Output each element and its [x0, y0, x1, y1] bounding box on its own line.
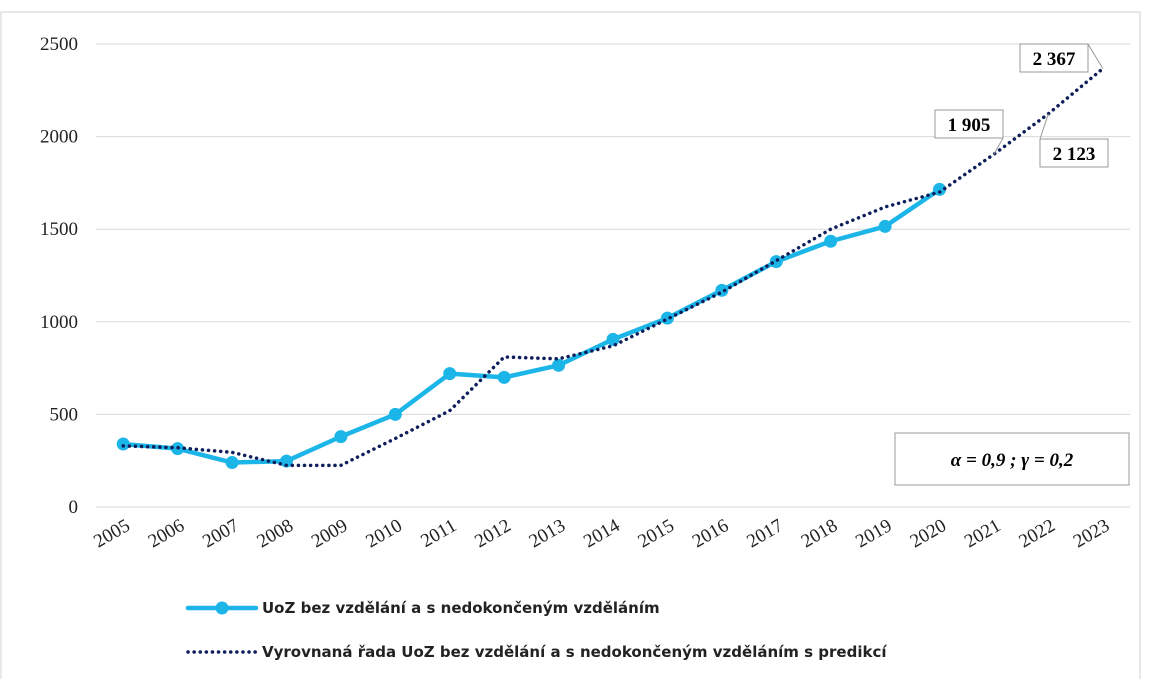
point	[388, 407, 402, 421]
y-tick-label: 500	[50, 404, 79, 425]
annotation: α = 0,9 ; γ = 0,2	[951, 450, 1074, 471]
point	[824, 234, 838, 248]
legend-label: UoZ bez vzdělání a s nedokončeným vzdělá…	[262, 599, 660, 617]
y-tick-label: 0	[69, 497, 79, 518]
label-box	[934, 109, 1004, 139]
point	[606, 332, 620, 346]
label-box	[1039, 138, 1109, 168]
point	[334, 430, 348, 444]
series-line	[120, 187, 942, 465]
label-box	[1019, 43, 1089, 73]
value-label: 2 367	[1033, 49, 1076, 70]
series-line	[121, 66, 1105, 468]
y-tick-label: 1000	[40, 312, 78, 333]
value-label: 2 123	[1053, 144, 1096, 165]
point	[878, 219, 892, 233]
point	[225, 456, 239, 470]
point	[552, 358, 566, 372]
annotation-box	[894, 432, 1130, 486]
point	[497, 370, 511, 384]
point	[116, 437, 130, 451]
value-label: 1 905	[948, 115, 991, 136]
leader-line	[1087, 43, 1104, 69]
y-tick-label: 2000	[40, 127, 78, 148]
legend-label: Vyrovnaná řada UoZ bez vzdělání a s nedo…	[262, 643, 887, 661]
leader-line	[1039, 113, 1049, 140]
legend-marker	[215, 601, 229, 615]
point	[933, 182, 947, 196]
y-tick-label: 2500	[40, 34, 78, 55]
leader-line	[993, 137, 1004, 155]
point	[660, 311, 674, 325]
point	[279, 454, 293, 468]
y-tick-label: 1500	[40, 219, 78, 240]
point	[769, 255, 783, 269]
point	[443, 367, 457, 381]
